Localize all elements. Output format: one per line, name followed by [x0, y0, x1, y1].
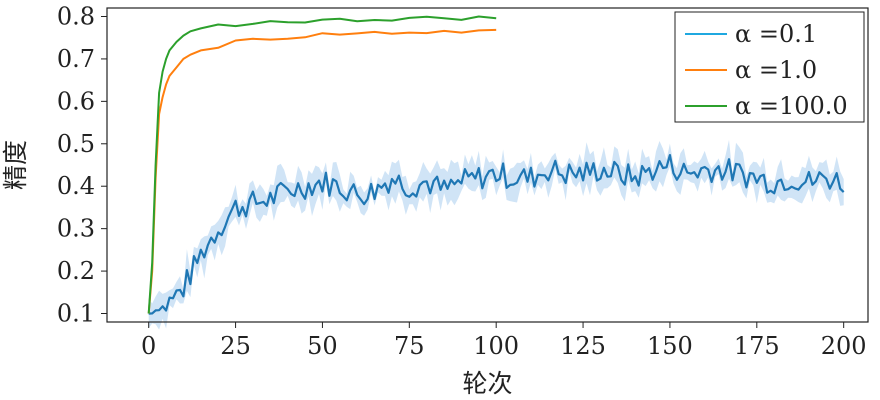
x-tick-label: 100: [473, 332, 519, 360]
x-tick-label: 150: [647, 332, 693, 360]
series-line-alpha-100.0: [147, 15, 497, 314]
y-tick-label: 0.8: [57, 2, 95, 30]
legend-label: α =100.0: [735, 92, 848, 120]
band-layer: [148, 139, 844, 330]
series-line-alpha-1.0: [147, 28, 497, 314]
legend-label: α =1.0: [735, 56, 817, 84]
y-tick-label: 0.1: [57, 300, 95, 328]
series-layer: [147, 15, 845, 315]
plot-frame: [106, 7, 869, 323]
y-axis-label: 精度: [1, 140, 30, 190]
y-tick-label: 0.7: [57, 45, 95, 73]
x-tick-label: 75: [394, 332, 425, 360]
legend-label: α =0.1: [735, 20, 817, 48]
legend: α =0.1 α =1.0 α =100.0: [674, 11, 865, 123]
x-tick-label: 125: [560, 332, 606, 360]
y-axis-ticks: 0.1 0.2 0.3 0.4 0.5 0.6 0.7 0.8: [57, 2, 107, 328]
x-tick-label: 25: [220, 332, 251, 360]
x-axis-label: 轮次: [462, 369, 512, 398]
y-tick-label: 0.4: [57, 172, 95, 200]
x-tick-label: 175: [734, 332, 780, 360]
y-tick-label: 0.6: [57, 87, 95, 115]
y-tick-label: 0.3: [57, 215, 95, 243]
x-tick-label: 0: [141, 332, 156, 360]
legend-box: [674, 11, 865, 123]
x-tick-label: 50: [307, 332, 338, 360]
x-axis-ticks: 0 25 50 75 100 125 150 175 200: [141, 322, 867, 360]
y-tick-label: 0.2: [57, 257, 95, 285]
series-band-alpha-0.1: [148, 139, 844, 330]
series-line-alpha-0.1: [148, 154, 845, 315]
x-tick-label: 200: [821, 332, 867, 360]
y-tick-label: 0.5: [57, 130, 95, 158]
